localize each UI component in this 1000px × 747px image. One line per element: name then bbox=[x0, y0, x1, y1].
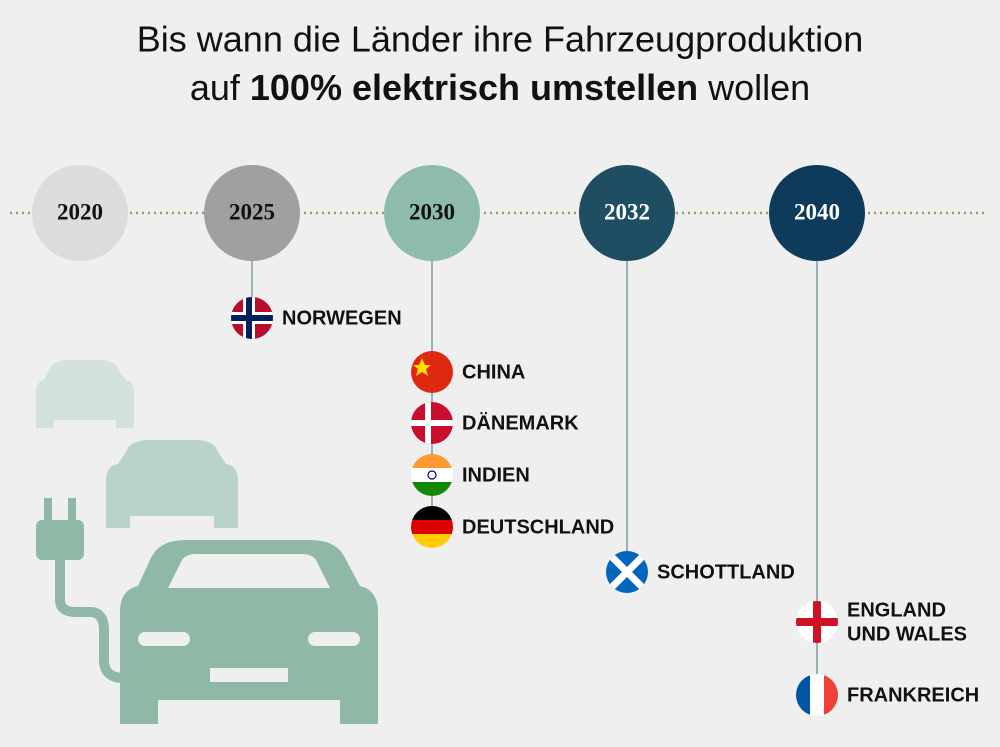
flag-band bbox=[411, 468, 453, 482]
flag-band bbox=[810, 674, 824, 716]
flag-band bbox=[411, 454, 453, 468]
country-label: DEUTSCHLAND bbox=[462, 516, 614, 538]
flag-cross bbox=[411, 420, 453, 426]
flag-band bbox=[411, 482, 453, 496]
flag-cross bbox=[246, 297, 252, 339]
car-large bbox=[36, 498, 378, 724]
flag bbox=[411, 506, 453, 548]
car-small bbox=[36, 360, 134, 428]
flag bbox=[411, 402, 453, 444]
flag-band bbox=[411, 520, 453, 534]
flag-band bbox=[411, 506, 453, 520]
flag-wheel bbox=[427, 470, 437, 480]
flag bbox=[796, 601, 838, 643]
title-post: wollen bbox=[707, 67, 810, 108]
country-label: UND WALES bbox=[847, 623, 967, 645]
flag bbox=[606, 551, 648, 593]
flag-band bbox=[411, 534, 453, 548]
country-label: DÄNEMARK bbox=[462, 411, 579, 434]
flag-band bbox=[796, 674, 810, 716]
flag bbox=[231, 297, 273, 339]
year-label: 2032 bbox=[604, 199, 650, 224]
year-circle bbox=[579, 165, 675, 261]
country-label: FRANKREICH bbox=[847, 684, 979, 706]
year-circle bbox=[32, 165, 128, 261]
flag bbox=[411, 454, 453, 496]
flag bbox=[796, 674, 838, 716]
country-label: INDIEN bbox=[462, 464, 530, 486]
title-bold: 100% elektrisch umstellen bbox=[250, 67, 698, 108]
country-label: ENGLAND bbox=[847, 599, 946, 621]
year-label: 2040 bbox=[794, 199, 840, 224]
title-pre: auf bbox=[190, 67, 241, 108]
car-medium bbox=[106, 440, 238, 528]
country-label: CHINA bbox=[462, 361, 525, 383]
country-label: SCHOTTLAND bbox=[657, 561, 795, 583]
flag-saltire bbox=[606, 551, 648, 593]
flag-cross bbox=[425, 402, 431, 444]
flag bbox=[411, 351, 453, 393]
year-circle bbox=[204, 165, 300, 261]
year-label: 2025 bbox=[229, 199, 275, 224]
year-circle bbox=[769, 165, 865, 261]
flag-star bbox=[413, 358, 431, 376]
flag-cross bbox=[813, 601, 821, 643]
flag-band bbox=[824, 674, 838, 716]
title-line1: Bis wann die Länder ihre Fahrzeugprodukt… bbox=[137, 19, 863, 60]
title-line2: auf 100% elektrisch umstellen wollen bbox=[190, 67, 810, 108]
country-label: NORWEGEN bbox=[282, 307, 402, 329]
year-circle bbox=[384, 165, 480, 261]
year-label: 2020 bbox=[57, 199, 103, 224]
year-label: 2030 bbox=[409, 199, 455, 224]
